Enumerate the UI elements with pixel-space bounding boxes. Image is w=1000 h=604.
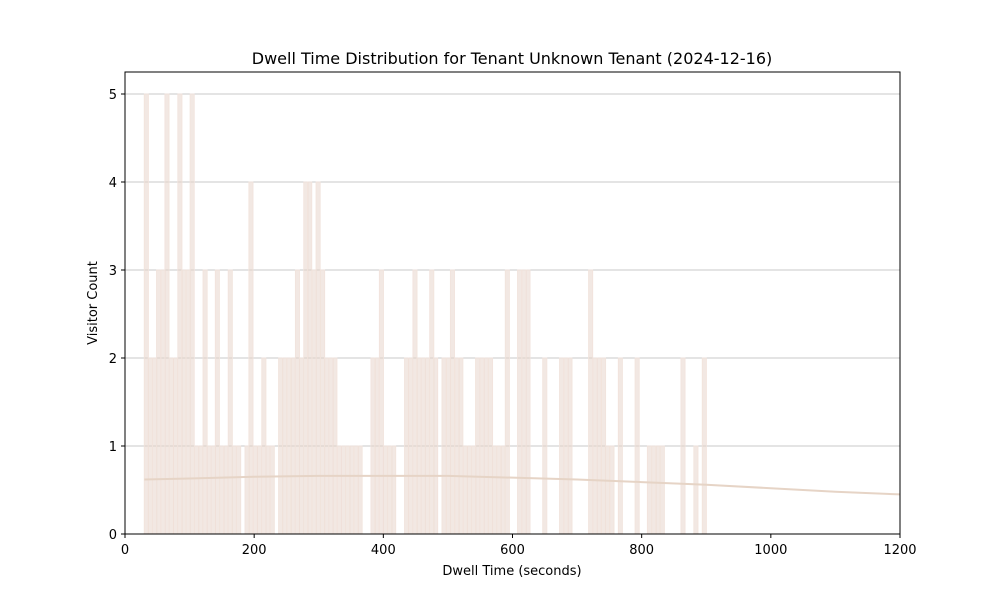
histogram-bar [407, 357, 413, 535]
histogram-bar [559, 357, 565, 535]
histogram-bar [500, 445, 506, 535]
histogram-bar [483, 357, 489, 535]
density-curve-layer [144, 474, 901, 496]
histogram-bar [634, 357, 640, 535]
histogram-bar [265, 445, 271, 535]
y-tick-label: 2 [109, 352, 117, 367]
histogram-bar [298, 357, 304, 535]
histogram-bar [374, 357, 380, 535]
histogram-bar [596, 357, 602, 535]
histogram-bar [588, 269, 594, 535]
histogram-bar [256, 445, 262, 535]
histogram-bar [680, 357, 686, 535]
x-tick-label: 1200 [883, 543, 916, 558]
histogram-bar [659, 445, 665, 535]
histogram-bar [214, 269, 220, 535]
histogram-bar [189, 93, 195, 535]
y-tick-label: 0 [109, 528, 117, 543]
histogram-bar [357, 445, 363, 535]
histogram-bar [609, 445, 615, 535]
histogram-bar [248, 181, 254, 535]
y-axis-ticks: 0 1 2 3 4 5 [109, 88, 125, 543]
histogram-bar [525, 269, 531, 535]
histogram-bar [466, 445, 472, 535]
x-axis-ticks: 0 200 400 600 800 1000 1200 [121, 534, 917, 558]
x-tick-label: 200 [242, 543, 267, 558]
histogram-bar [475, 357, 481, 535]
histogram-bar [433, 357, 439, 535]
histogram-bar [236, 445, 242, 535]
histogram-bar [424, 357, 430, 535]
y-axis-label: Visitor Count [86, 261, 101, 345]
histogram-bar [517, 269, 523, 535]
histogram-bar [349, 445, 355, 535]
histogram-bar [542, 357, 548, 535]
histogram-bar [181, 269, 187, 535]
histogram-bar [449, 269, 455, 535]
histogram-bar [655, 445, 661, 535]
histogram-bar [156, 269, 162, 535]
histogram-bar [504, 269, 510, 535]
histogram-bar [382, 445, 388, 535]
histogram-bar [340, 445, 346, 535]
histogram-bar [198, 445, 204, 535]
histogram-bar [567, 357, 573, 535]
x-tick-label: 1000 [754, 543, 787, 558]
histogram-bar [231, 445, 237, 535]
x-tick-label: 400 [371, 543, 396, 558]
x-axis-label: Dwell Time (seconds) [442, 564, 581, 579]
histogram-bar [701, 357, 707, 535]
density-curve [144, 474, 901, 496]
histogram-bar [604, 445, 610, 535]
x-tick-label: 800 [629, 543, 654, 558]
histogram-bar [172, 357, 178, 535]
histogram-bar [307, 181, 313, 535]
histogram-bar [269, 445, 275, 535]
histogram-bar [290, 357, 296, 535]
histogram-bar [147, 357, 153, 535]
chart-title: Dwell Time Distribution for Tenant Unkno… [252, 49, 773, 68]
histogram-bar [646, 445, 652, 535]
histogram-bar [391, 445, 397, 535]
histogram-bar [206, 445, 212, 535]
histogram-bar [223, 445, 229, 535]
histogram-bar [164, 93, 170, 535]
histogram-bar [324, 357, 329, 535]
histogram-bar [282, 357, 288, 535]
x-tick-label: 0 [121, 543, 129, 558]
x-tick-label: 600 [500, 543, 525, 558]
y-tick-label: 1 [109, 440, 117, 455]
y-tick-label: 3 [109, 264, 117, 279]
histogram-bar [693, 445, 699, 535]
histogram-bar [332, 357, 338, 535]
histogram-bar [441, 357, 447, 535]
histogram-bar [491, 445, 497, 535]
y-tick-label: 4 [109, 176, 117, 191]
histogram-bar [617, 357, 623, 535]
histogram-bar [315, 181, 321, 535]
y-tick-label: 5 [109, 88, 117, 103]
histogram-bar [416, 357, 422, 535]
histogram-bar [458, 357, 464, 535]
